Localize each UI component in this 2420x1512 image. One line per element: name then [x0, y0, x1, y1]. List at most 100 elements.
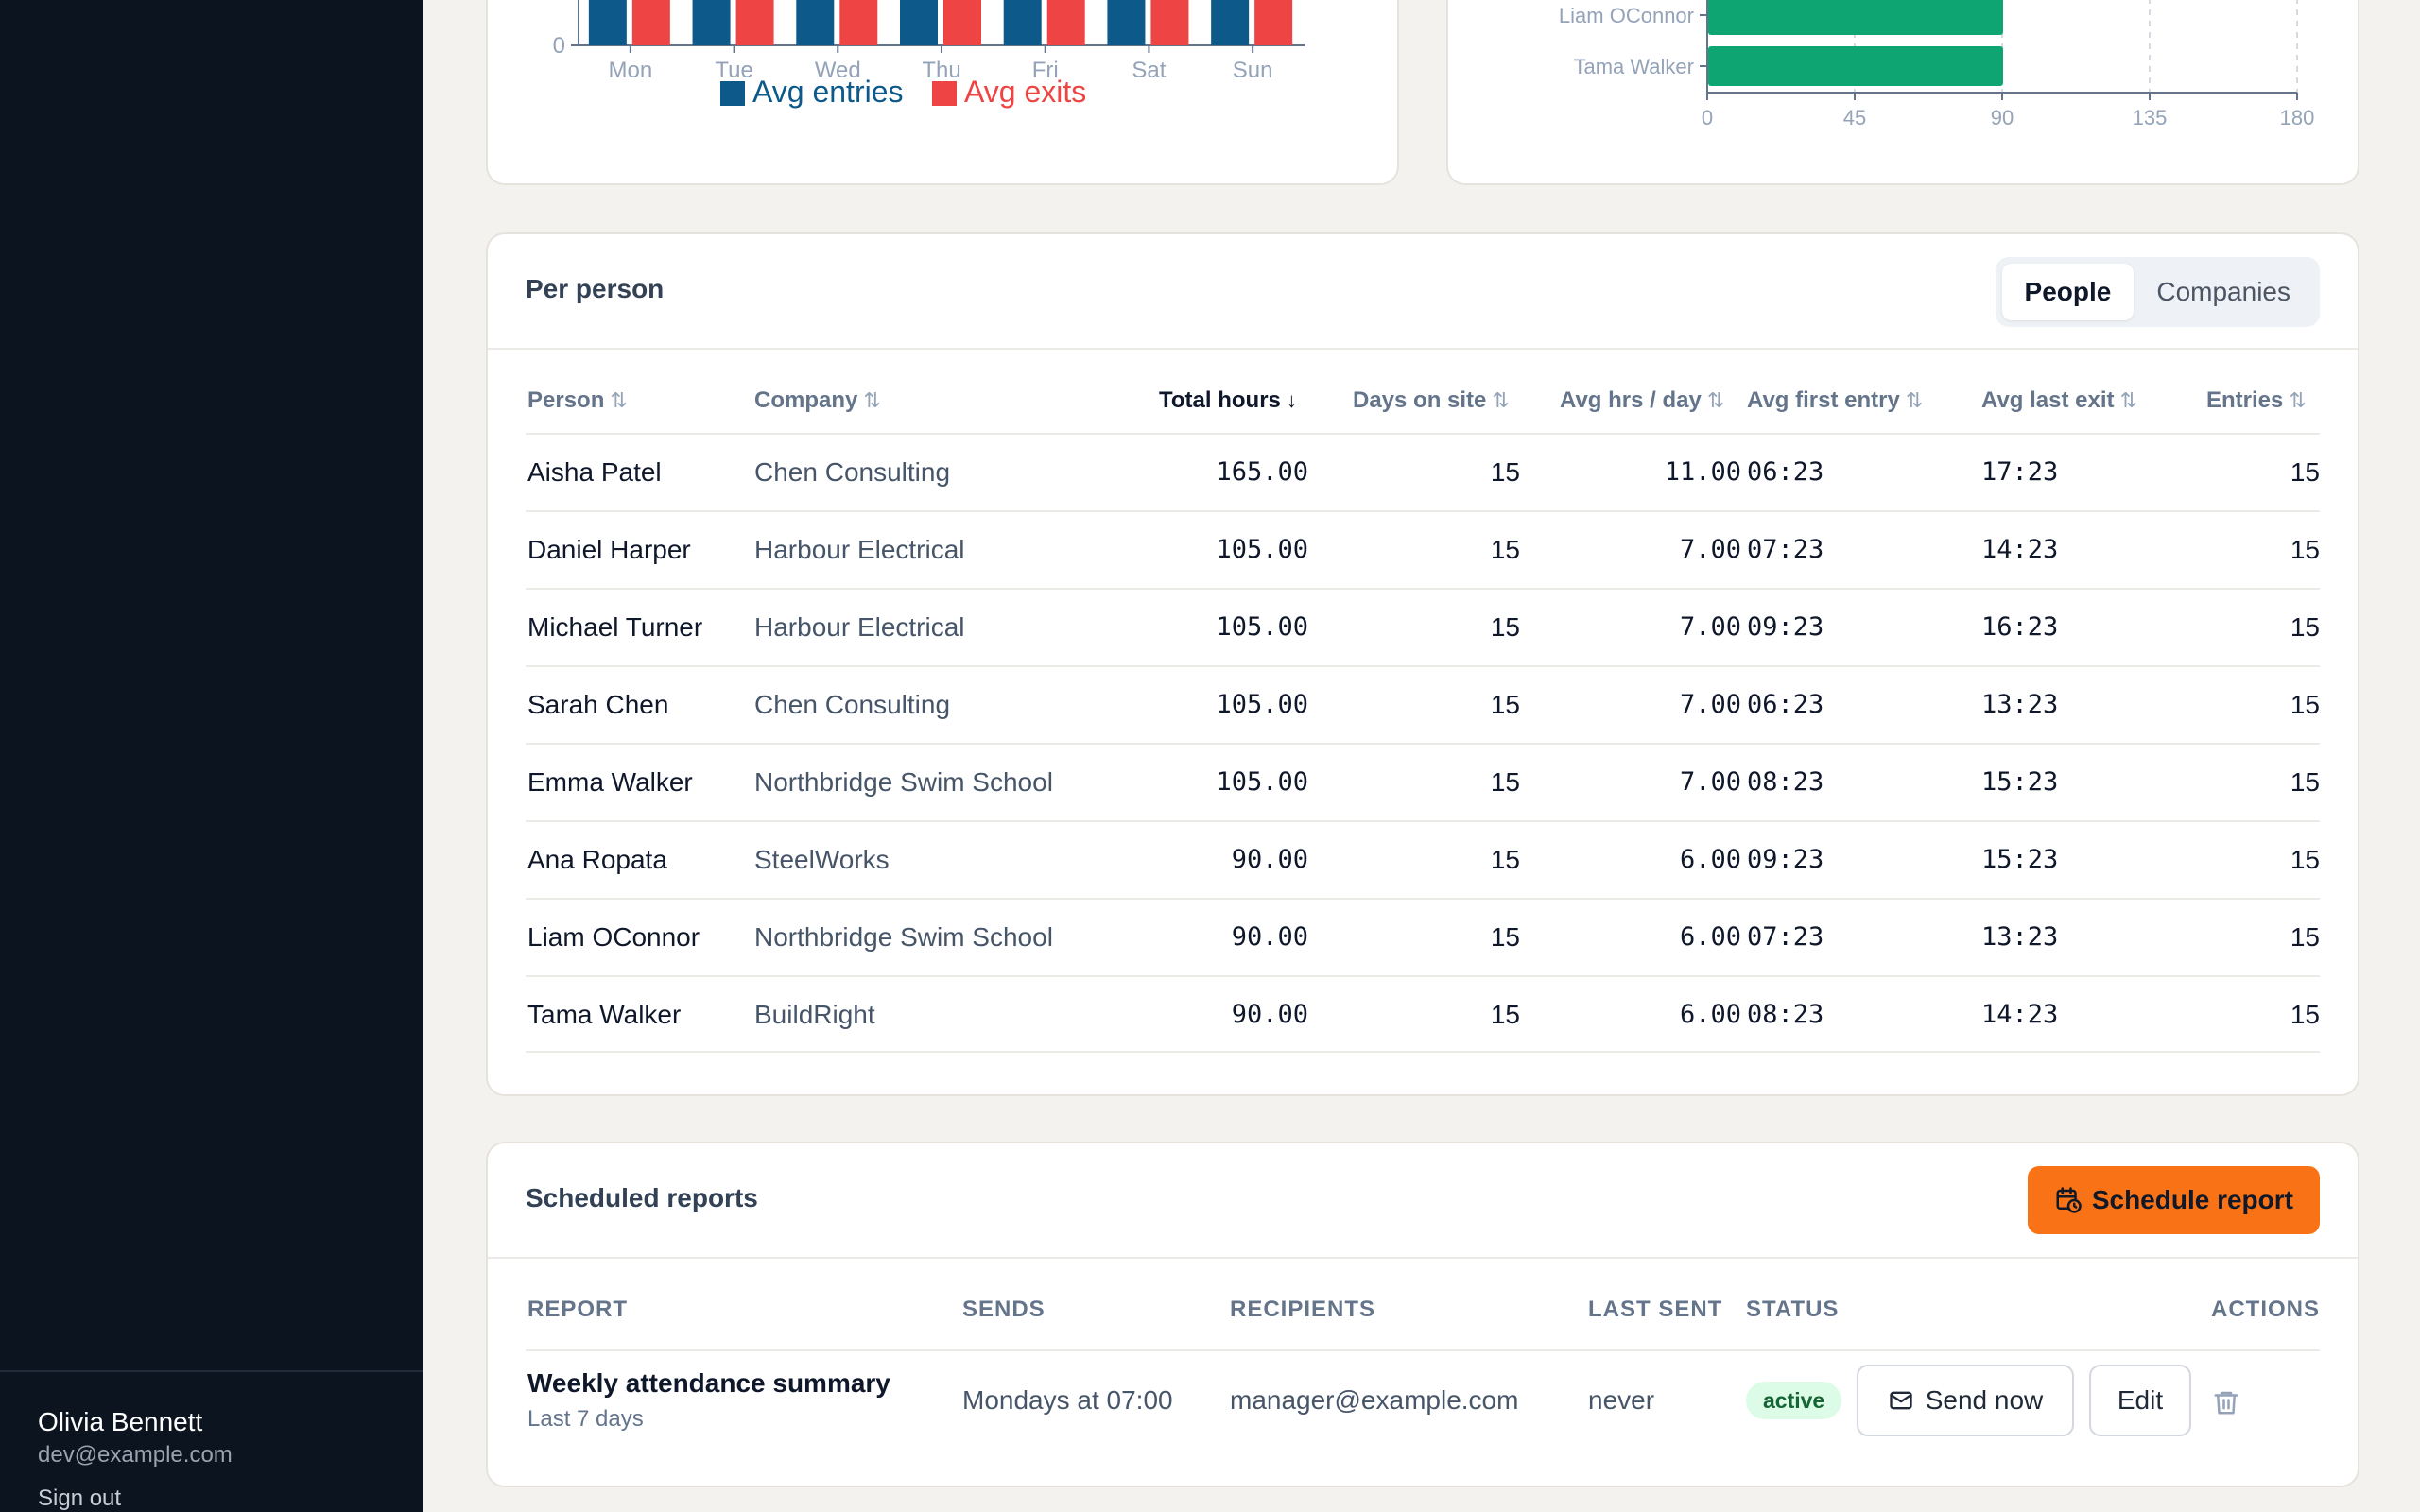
table-row[interactable]: Aisha Patel Chen Consulting 165.00 15 11.00 0… [526, 433, 2320, 510]
cell-person: Liam OConnor [527, 922, 700, 952]
cell-entries: 15 [2290, 922, 2320, 952]
per-person-card: Per person People Companies Person ⇅ Comp… [486, 232, 2360, 1096]
table-row[interactable]: Emma Walker Northbridge Swim School 105.00… [526, 743, 2320, 820]
col-person[interactable]: Person ⇅ [527, 387, 628, 413]
cell-company: Harbour Electrical [754, 535, 965, 564]
user-name: Olivia Bennett [38, 1407, 203, 1436]
col-sends: SENDS [962, 1297, 1046, 1322]
legend-swatch-entries [720, 81, 745, 106]
cell-days-on-site: 15 [1490, 612, 1520, 642]
table-row[interactable]: Tama Walker BuildRight 90.00 15 6.00 08:23 14:… [526, 975, 2320, 1053]
cell-avg-first-entry: 09:23 [1747, 612, 1824, 642]
col-entries[interactable]: Entries ⇅ [2206, 387, 2307, 413]
x-tick-label: Sat [1132, 58, 1166, 83]
sort-icon: ⇅ [863, 388, 881, 412]
table-row[interactable]: Ana Ropata SteelWorks 90.00 15 6.00 09:23 15:2… [526, 820, 2320, 898]
delete-button[interactable] [2210, 1385, 2242, 1419]
cell-person: Daniel Harper [527, 535, 691, 564]
cell-entries: 15 [2290, 457, 2320, 487]
x-tick-label: 90 [1991, 106, 2014, 129]
table-row[interactable]: Michael Turner Harbour Electrical 105.00 15… [526, 588, 2320, 665]
cell-entries: 15 [2290, 612, 2320, 642]
cell-avg-last-exit: 13:23 [1981, 922, 2059, 952]
x-tick-label: Wed [815, 58, 861, 83]
cell-days-on-site: 15 [1490, 845, 1520, 874]
mail-icon [1888, 1387, 1914, 1414]
cell-entries: 15 [2290, 535, 2320, 564]
bar-avg-exits[interactable] [943, 0, 981, 45]
cell-avg-last-exit: 16:23 [1981, 612, 2059, 642]
bar-avg-entries[interactable] [1211, 0, 1250, 45]
bar-hours[interactable] [1708, 46, 2003, 86]
col-avg-first-entry[interactable]: Avg first entry ⇅ [1747, 387, 1924, 413]
scheduled-reports-header: Scheduled reports Schedule report [488, 1143, 2358, 1259]
schedule-report-button[interactable]: Schedule report [2027, 1166, 2320, 1234]
cell-avg-hrs-day: 7.00 [1679, 612, 1741, 642]
hours-chart-card: 0 45 90 135 180 Liam OConnor Tama Walker [1446, 0, 2360, 185]
y-tick-label: Liam OConnor [1559, 4, 1694, 27]
user-email: dev@example.com [38, 1442, 233, 1468]
table-row[interactable]: Liam OConnor Northbridge Swim School 90.00… [526, 898, 2320, 975]
send-now-button[interactable]: Send now [1857, 1365, 2074, 1436]
bar-avg-exits[interactable] [735, 0, 774, 45]
cell-days-on-site: 15 [1490, 922, 1520, 952]
cell-company: SteelWorks [754, 845, 890, 874]
bar-avg-exits[interactable] [839, 0, 878, 45]
x-tick-label: 135 [2133, 106, 2168, 129]
col-days-on-site[interactable]: Days on site ⇅ [1353, 387, 1510, 413]
bar-avg-exits[interactable] [1254, 0, 1293, 45]
table-row[interactable]: Daniel Harper Harbour Electrical 105.00 15 7… [526, 510, 2320, 588]
cell-person: Michael Turner [527, 612, 703, 642]
cell-person: Aisha Patel [527, 457, 662, 487]
edit-label: Edit [2117, 1385, 2164, 1415]
col-company[interactable]: Company ⇅ [754, 387, 881, 413]
x-tick-label: Mon [609, 58, 653, 83]
cell-total-hours: 90.00 [1231, 1000, 1308, 1029]
scheduled-reports-card: Scheduled reports Schedule report REPORT… [486, 1142, 2360, 1487]
cell-avg-hrs-day: 7.00 [1679, 767, 1741, 797]
cell-avg-first-entry: 08:23 [1747, 1000, 1824, 1029]
bar-avg-entries[interactable] [900, 0, 938, 45]
edit-button[interactable]: Edit [2089, 1365, 2191, 1436]
col-avg-hrs-day[interactable]: Avg hrs / day ⇅ [1560, 387, 1725, 413]
cell-company: Northbridge Swim School [754, 922, 1053, 952]
cell-days-on-site: 15 [1490, 767, 1520, 797]
bar-avg-entries[interactable] [1003, 0, 1042, 45]
cell-total-hours: 90.00 [1231, 922, 1308, 952]
x-tick-label: 45 [1843, 106, 1866, 129]
cell-entries: 15 [2290, 1000, 2320, 1029]
cell-avg-first-entry: 07:23 [1747, 922, 1824, 952]
bar-avg-entries[interactable] [1107, 0, 1146, 45]
bar-hours[interactable] [1708, 0, 2003, 35]
legend-label-exits[interactable]: Avg exits [964, 75, 1086, 109]
cell-avg-first-entry: 06:23 [1747, 457, 1824, 487]
per-person-header: Per person People Companies [488, 234, 2358, 350]
col-total-hours[interactable]: Total hours ↓ [1159, 387, 1297, 413]
table-row[interactable]: Sarah Chen Chen Consulting 105.00 15 7.00 06:… [526, 665, 2320, 743]
bar-avg-exits[interactable] [631, 0, 670, 45]
scheduled-reports-table: REPORT SENDS RECIPIENTS LAST SENT STATUS… [526, 1259, 2320, 1486]
sign-out-link[interactable]: Sign out [38, 1486, 122, 1511]
cell-entries: 15 [2290, 690, 2320, 719]
cell-avg-last-exit: 15:23 [1981, 767, 2059, 797]
tab-companies[interactable]: Companies [2156, 277, 2290, 306]
view-toggle: People Companies [1995, 257, 2320, 327]
legend-label-entries[interactable]: Avg entries [752, 75, 904, 109]
bar-avg-entries[interactable] [692, 0, 731, 45]
cell-days-on-site: 15 [1490, 1000, 1520, 1029]
bar-avg-exits[interactable] [1046, 0, 1085, 45]
tab-people[interactable]: People [2001, 264, 2135, 320]
cell-days-on-site: 15 [1490, 535, 1520, 564]
bar-avg-exits[interactable] [1150, 0, 1189, 45]
bar-avg-entries[interactable] [588, 0, 627, 45]
cell-person: Emma Walker [527, 767, 693, 797]
y-tick-label: 0 [553, 33, 565, 59]
scheduled-reports-title: Scheduled reports [526, 1183, 758, 1212]
sidebar: Olivia Bennett dev@example.com Sign out [0, 0, 424, 1512]
cell-avg-last-exit: 13:23 [1981, 690, 2059, 719]
report-last-sent: never [1588, 1385, 1655, 1415]
col-avg-last-exit[interactable]: Avg last exit ⇅ [1981, 387, 2137, 413]
cell-avg-first-entry: 06:23 [1747, 690, 1824, 719]
bar-avg-entries[interactable] [796, 0, 835, 45]
cell-company: Northbridge Swim School [754, 767, 1053, 797]
